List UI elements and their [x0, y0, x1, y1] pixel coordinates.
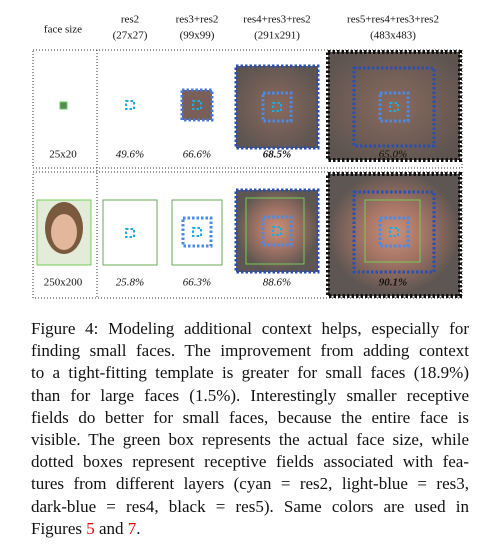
caption: Figure 4: Modeling additional context he… — [31, 318, 469, 540]
caption-line: fields do better for small faces, becaus… — [31, 407, 469, 427]
rf-res3 — [261, 215, 293, 247]
rf-res3 — [180, 88, 214, 122]
rf-res2 — [272, 226, 282, 236]
header: (27x27) — [113, 30, 148, 42]
rf-res4 — [352, 66, 436, 148]
rf-res2 — [272, 102, 282, 112]
header: (483x483) — [370, 30, 416, 42]
crop — [182, 90, 212, 120]
rf-res2 — [192, 227, 202, 237]
face-thumb — [59, 101, 68, 110]
score: 68.5% — [263, 149, 291, 161]
green-box — [245, 197, 305, 265]
rf-res3 — [378, 216, 410, 248]
caption-line: finding small faces. The improvement fro… — [31, 341, 469, 361]
rf-res4 — [234, 64, 320, 150]
rf-res3 — [261, 91, 293, 123]
caption-line: dark-blue = res4, black = res5). Same co… — [31, 496, 469, 516]
caption-line: tures from different layers (cyan = res2… — [31, 474, 469, 494]
rf-res2 — [125, 228, 135, 238]
header: (291x291) — [254, 30, 300, 42]
rf-res2 — [192, 100, 202, 110]
caption-text: Figures — [31, 518, 82, 538]
crop — [236, 66, 318, 148]
rf-res3 — [181, 216, 213, 248]
rf-res2 — [389, 102, 399, 112]
score: 25.8% — [116, 277, 144, 289]
crop — [328, 52, 460, 160]
header: res5+res4+res3+res2 — [347, 14, 439, 26]
header: face size — [44, 24, 82, 36]
caption-line: Figure 4: Modeling additional context he… — [31, 319, 469, 338]
rf-res5 — [326, 50, 462, 162]
rf-res2 — [125, 100, 135, 110]
caption-line: to a tight-fitting template is greater f… — [31, 363, 469, 383]
header: res2 — [121, 14, 139, 26]
header: res3+res2 — [176, 14, 219, 26]
caption-line: than for large faces (1.5%). Interesting… — [31, 385, 469, 405]
score: 65.0% — [379, 149, 407, 161]
figure-ref[interactable]: 7 — [127, 518, 137, 538]
score: 49.6% — [116, 149, 144, 161]
face — [51, 214, 77, 250]
rf-res4 — [352, 190, 436, 274]
caption-line: visible. The green box represents the ac… — [31, 430, 469, 450]
score: 90.1% — [379, 277, 407, 289]
caption-line: Figures 5 and 7. — [31, 518, 469, 540]
score: 66.3% — [183, 277, 211, 289]
row-label: 250x200 — [44, 277, 83, 289]
figure: face size res2 (27x27) res3+res2 (99x99)… — [32, 14, 463, 299]
header: res4+res3+res2 — [243, 14, 310, 26]
grid — [32, 49, 463, 299]
rf-res3 — [378, 91, 410, 123]
header: (99x99) — [180, 30, 215, 42]
rf-res4 — [234, 188, 320, 274]
score: 66.6% — [183, 149, 211, 161]
green-box — [364, 199, 421, 263]
caption-text: and — [99, 518, 124, 538]
green-box — [102, 199, 158, 266]
caption-text: . — [136, 518, 141, 538]
row-label: 25x20 — [49, 149, 77, 161]
green-box — [171, 199, 223, 266]
caption-line: dotted boxes represent receptive fields … — [31, 452, 469, 472]
rf-res5 — [326, 172, 462, 298]
rf-res2 — [389, 227, 399, 237]
crop — [236, 190, 318, 272]
score: 88.6% — [263, 277, 291, 289]
figure-ref[interactable]: 5 — [86, 518, 95, 538]
